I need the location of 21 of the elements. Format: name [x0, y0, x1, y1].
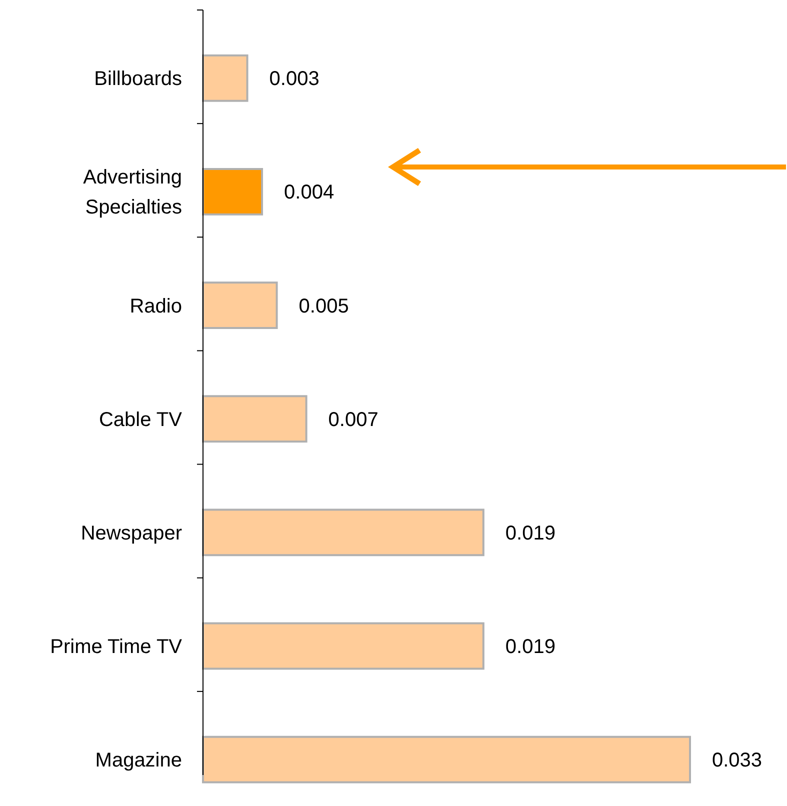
y-tick-label: Cable TV — [98, 408, 183, 431]
bar — [202, 54, 248, 102]
bar — [202, 168, 264, 216]
y-tick-label: Advertising Specialties — [83, 166, 182, 219]
bar — [202, 736, 691, 784]
data-label: 0.019 — [505, 522, 556, 544]
y-tick-label: Prime Time TV — [50, 636, 183, 658]
data-label: 0.005 — [298, 295, 349, 318]
data-label: 0.007 — [328, 408, 378, 431]
data-label: 0.003 — [269, 68, 320, 90]
bar — [202, 622, 484, 670]
bar — [202, 282, 278, 329]
data-label: 0.033 — [712, 750, 762, 772]
y-tick-label: Magazine — [95, 750, 182, 772]
y-tick-label: Newspaper — [80, 522, 182, 544]
bar — [202, 395, 308, 443]
bar — [202, 508, 484, 556]
y-tick-label: Radio — [130, 295, 182, 318]
data-label: 0.019 — [505, 636, 556, 658]
y-tick-label: Billboards — [94, 68, 182, 90]
data-label: 0.004 — [284, 182, 334, 204]
